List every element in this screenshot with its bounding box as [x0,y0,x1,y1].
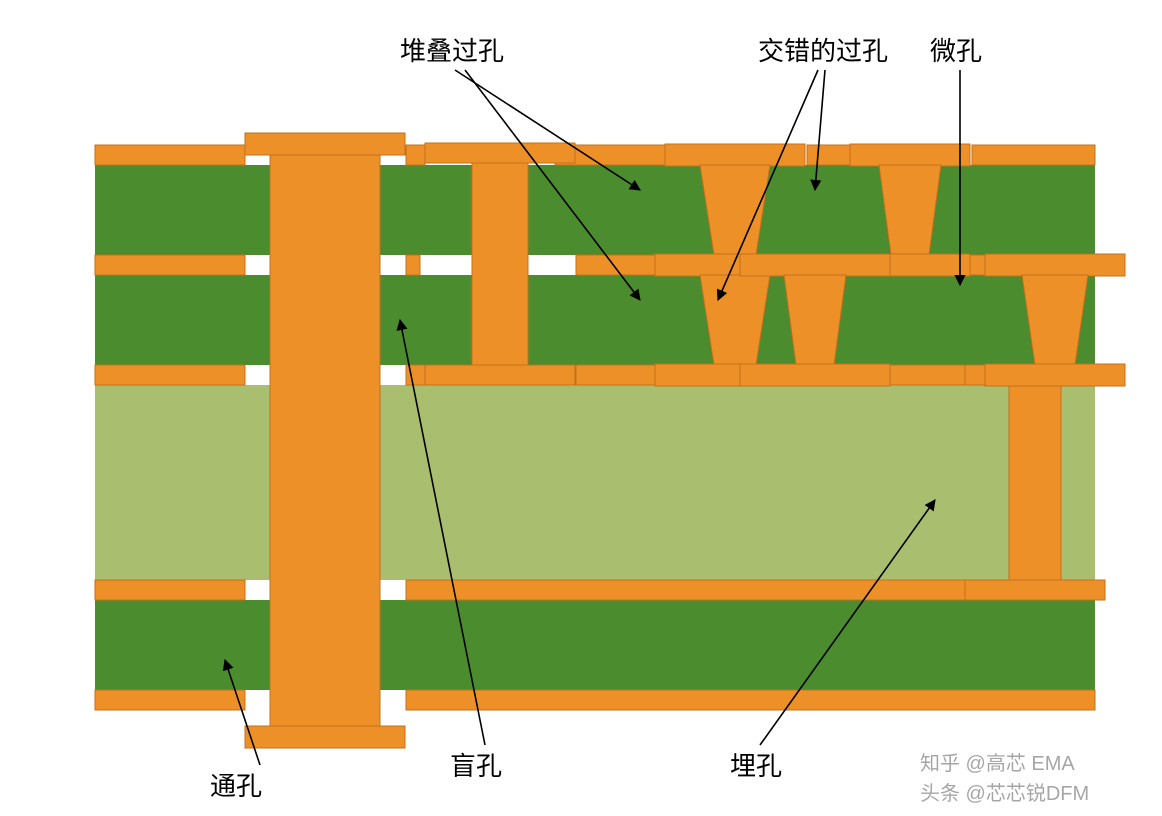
pcb-via-diagram: 堆叠过孔 交错的过孔 微孔通孔 盲孔 埋孔 知乎 @高芯 EMA 头条 @芯芯锐DFM [0,0,1162,816]
micro-via-label: 微孔 [930,36,982,66]
micro-via-pad-bottom [985,364,1125,386]
blind-via-label: 盲孔 [450,751,502,781]
watermark-zhihu: 知乎 @高芯 EMA [920,752,1075,775]
buried-via-pad-bottom [965,580,1105,600]
blind-via-barrel [472,145,528,385]
staggered-via-upper-pad-top [850,144,970,166]
staggered-via-lower-pad-bottom [740,364,890,386]
watermark-toutiao: 头条 @芯芯锐DFM [920,782,1089,805]
staggered-via-lower-pad-top [740,254,890,276]
through-via-pad-top [245,133,405,155]
staggered-via-label: 交错的过孔 [758,36,888,66]
through-via-pad-bottom [245,726,405,748]
blind-via-pad-bottom [425,365,575,385]
through-via-barrel [270,155,380,726]
micro-via-pad-top [985,254,1125,276]
blind-via-pad-top [425,143,575,163]
buried-via-label: 埋孔 [730,751,782,781]
stacked-via-label: 堆叠过孔 [400,36,504,66]
through-hole-label: 通孔 [210,771,262,801]
buried-via-barrel [1009,365,1061,600]
